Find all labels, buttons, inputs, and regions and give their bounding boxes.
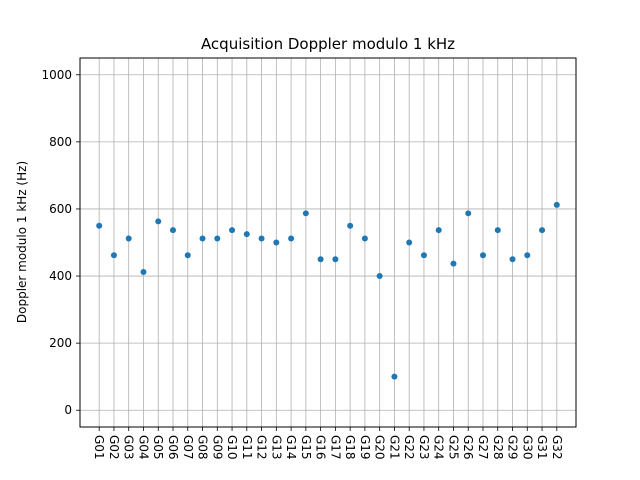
data-point [140,269,147,276]
data-points [96,201,560,380]
data-point [125,235,132,242]
data-point [273,239,280,246]
y-axis-label: Doppler modulo 1 kHz (Hz) [15,161,29,323]
x-tick-label: G07 [181,435,195,460]
x-tick-label: G06 [166,435,180,460]
data-point [361,235,368,242]
x-tick-label: G24 [432,435,446,460]
data-point [332,256,339,263]
data-point [553,201,560,208]
x-tick-label: G17 [328,435,342,460]
x-tick-label: G09 [210,435,224,460]
x-tick-label: G12 [255,435,269,460]
data-point [450,260,457,267]
x-tick-label: G20 [373,435,387,460]
data-point [155,218,162,225]
data-point [110,252,117,259]
data-point [494,227,501,234]
data-point [376,273,383,280]
data-point [96,222,103,229]
x-tick-label: G16 [314,435,328,460]
y-tick-label: 0 [64,403,72,417]
x-tick-label: G22 [402,435,416,460]
chart-title: Acquisition Doppler modulo 1 kHz [201,35,455,53]
data-point [406,239,413,246]
plot-frame [79,57,577,428]
data-point [524,252,531,259]
x-tick-label: G02 [107,435,121,460]
x-tick-label: G30 [520,435,534,460]
x-tick-label: G10 [225,435,239,460]
y-tick-label: 400 [49,269,72,283]
x-tick-label: G21 [387,435,401,460]
x-tick-label: G13 [269,435,283,460]
data-point [347,222,354,229]
x-tick-label: G08 [196,435,210,460]
data-point [258,235,265,242]
x-tick-label: G25 [446,435,460,460]
data-point [288,235,295,242]
data-point [465,210,472,217]
x-tick-label: G11 [240,435,254,460]
x-tick-label: G26 [461,435,475,460]
x-tick-label: G15 [299,435,313,460]
data-point [184,252,191,259]
data-point [243,231,250,238]
data-point [435,227,442,234]
data-point [214,235,221,242]
data-point [170,227,176,234]
data-point [509,256,516,263]
x-tick-label: G01 [92,435,106,460]
x-axis: G01 G02 G03 G04 G05 G06 G07 G08 G09 G10 G11 G12 G13 G… [92,427,564,460]
x-tick-label: G32 [550,435,564,460]
x-tick-label: G28 [491,435,505,460]
x-tick-label: G05 [151,435,165,460]
y-tick-label: 800 [49,135,72,149]
x-tick-label: G14 [284,435,298,460]
y-tick-label: 600 [49,202,72,216]
x-tick-label: G31 [535,435,549,460]
data-point [391,373,398,380]
y-axis: 0 200 400 600 800 1000 [41,68,80,417]
data-point [302,210,309,217]
data-point [229,227,236,234]
x-tick-label: G03 [122,435,136,460]
data-point [480,252,486,259]
x-tick-label: G27 [476,435,490,460]
x-tick-label: G29 [506,435,520,460]
gridlines [80,58,576,427]
data-point [420,252,427,259]
x-tick-label: G23 [417,435,431,460]
data-point [539,227,546,234]
data-point [317,256,324,263]
y-tick-label: 200 [49,336,72,350]
data-point [199,235,206,242]
y-tick-label: 1000 [41,68,72,82]
x-tick-label: G19 [358,435,372,460]
x-tick-label: G18 [343,435,357,460]
x-tick-label: G04 [136,435,150,460]
